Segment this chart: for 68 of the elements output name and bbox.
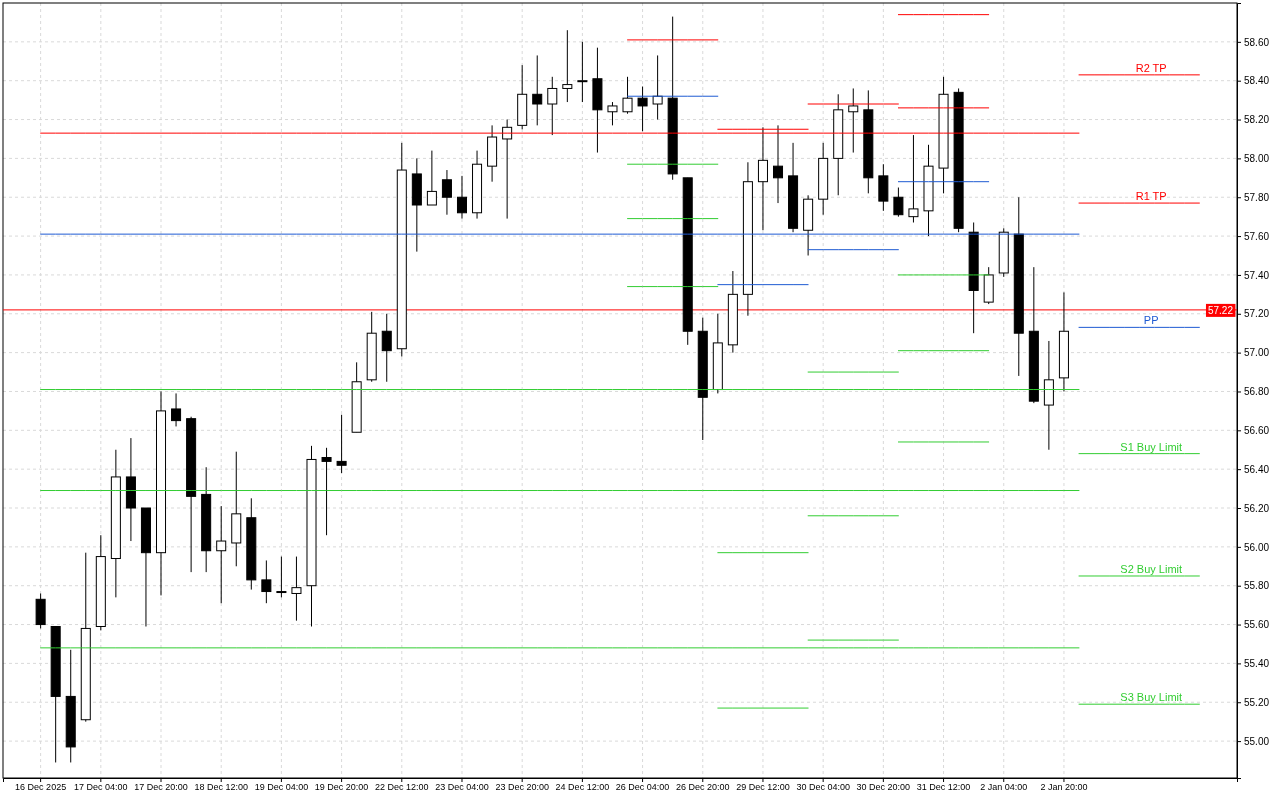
candlestick [622, 76, 633, 115]
candlestick [426, 150, 437, 206]
y-tick-label: 58.20 [1244, 114, 1270, 126]
series-label: R2 TP [1135, 61, 1167, 74]
x-tick-label: 2 Jan 04:00 [980, 782, 1028, 793]
candlestick [276, 556, 287, 598]
x-tick-label: 17 Dec 20:00 [134, 782, 188, 793]
x-tick-label: 31 Dec 12:00 [916, 782, 971, 793]
x-tick-label: 30 Dec 20:00 [856, 782, 911, 793]
y-tick-label: 57.60 [1244, 230, 1270, 242]
candlestick [532, 54, 543, 126]
y-tick-label: 57.20 [1244, 308, 1270, 320]
series-label: S1 Buy Limit [1120, 440, 1183, 453]
x-tick-label: 2 Jan 20:00 [1040, 782, 1088, 793]
candlestick [261, 559, 272, 604]
candlestick [171, 392, 182, 427]
y-tick-label: 56.60 [1244, 425, 1270, 437]
y-tick-label: 56.00 [1244, 541, 1270, 553]
x-tick-label: 24 Dec 12:00 [555, 782, 610, 793]
x-tick-label: 23 Dec 04:00 [435, 782, 489, 793]
x-tick-label: 22 Dec 12:00 [375, 782, 429, 793]
y-tick-label: 57.40 [1244, 269, 1270, 281]
candlestick [577, 41, 588, 103]
x-tick-label: 29 Dec 12:00 [736, 782, 790, 793]
ref-line-label: 57.22 [1207, 304, 1234, 316]
y-tick-label: 56.40 [1244, 463, 1270, 475]
candlestick [757, 126, 768, 231]
y-tick-label: 55.20 [1244, 696, 1270, 708]
y-tick-label: 55.40 [1244, 658, 1270, 670]
y-tick-label: 55.00 [1244, 735, 1270, 747]
y-tick-label: 58.00 [1244, 153, 1270, 165]
x-tick-label: 19 Dec 04:00 [254, 782, 309, 793]
candlestick [908, 134, 919, 223]
candlestick [607, 101, 618, 126]
y-tick-label: 58.40 [1244, 75, 1270, 87]
x-tick-label: 19 Dec 20:00 [314, 782, 369, 793]
y-tick-label: 56.20 [1244, 502, 1270, 514]
x-tick-label: 26 Dec 20:00 [675, 782, 730, 793]
candlestick [562, 29, 573, 103]
y-tick-label: 55.80 [1244, 580, 1270, 592]
candlestick [893, 187, 904, 218]
candlestick [456, 175, 467, 220]
candlestick [441, 169, 452, 216]
x-tick-label: 23 Dec 20:00 [495, 782, 549, 793]
candlestick [547, 76, 558, 136]
y-tick-label: 57.80 [1244, 191, 1270, 203]
candlestick [652, 54, 663, 121]
candlestick [848, 87, 859, 154]
series-label: S3 Buy Limit [1120, 691, 1183, 704]
x-tick-label: 30 Dec 04:00 [796, 782, 850, 793]
candlestick [773, 124, 784, 204]
series-label: PP [1143, 314, 1159, 327]
candlestick [216, 505, 227, 604]
y-tick-label: 56.80 [1244, 386, 1270, 398]
series-label: S2 Buy Limit [1120, 562, 1183, 575]
y-tick-label: 55.60 [1244, 619, 1270, 631]
series-label: R1 TP [1135, 190, 1167, 203]
candlestick [321, 447, 332, 536]
x-tick-label: 16 Dec 2025 [15, 782, 67, 793]
y-tick-label: 57.00 [1244, 347, 1270, 359]
candlestick [291, 556, 302, 622]
x-tick-label: 26 Dec 04:00 [615, 782, 670, 793]
candlestick [336, 414, 347, 474]
x-tick-label: 18 Dec 12:00 [194, 782, 248, 793]
candlestick [637, 86, 648, 132]
candlestick [381, 313, 392, 383]
y-tick-label: 58.60 [1244, 36, 1270, 48]
x-tick-label: 17 Dec 04:00 [74, 782, 128, 793]
